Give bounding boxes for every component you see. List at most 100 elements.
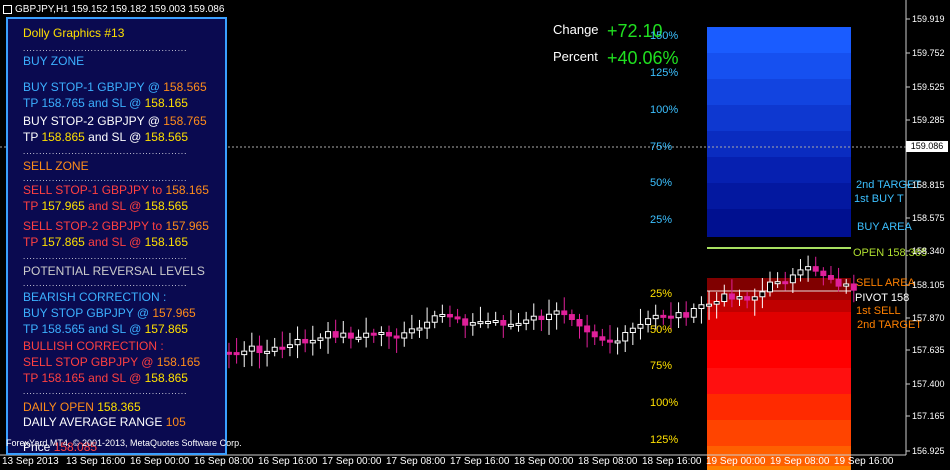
bear-candle: [225, 351, 232, 355]
bull-candle: [485, 320, 492, 324]
panel-separator: ........................................…: [23, 44, 188, 53]
bearish-buy-stop: BUY STOP GBPJPY @ 157.965: [23, 306, 196, 320]
bear-candle: [850, 283, 857, 291]
bear-candle: [606, 339, 613, 343]
chart-header: GBPJPY,H1 159.152 159.182 159.003 159.08…: [3, 4, 224, 15]
bear-candle: [584, 325, 591, 333]
bull-candle: [629, 327, 636, 334]
y-axis-label: 158.575: [912, 213, 945, 223]
x-axis-label: 17 Sep 16:00: [450, 456, 510, 467]
buy-stop-1-tp: TP 158.765 and SL @ 158.165: [23, 96, 188, 110]
bull-candle: [690, 308, 697, 318]
bull-candle: [416, 327, 423, 331]
fib-down-label: 100%: [650, 397, 679, 409]
fib-down-label: 25%: [650, 288, 673, 300]
sell-zone-band: [707, 300, 851, 312]
y-axis-label: 157.165: [912, 411, 945, 421]
x-axis-label: 19 Sep 16:00: [834, 456, 894, 467]
bear-candle: [683, 312, 690, 318]
second-target-label: 2nd TARGET: [856, 179, 922, 191]
change-label: Change: [553, 22, 599, 37]
bear-candle: [233, 352, 240, 356]
bear-candle: [591, 331, 598, 338]
bullish-heading: BULLISH CORRECTION :: [23, 339, 164, 353]
bull-candle: [751, 296, 758, 301]
bull-candle: [340, 332, 347, 338]
bull-candle: [241, 350, 248, 356]
x-axis-label: 19 Sep 08:00: [770, 456, 830, 467]
bear-candle: [568, 314, 575, 320]
bull-candle: [546, 313, 553, 321]
x-axis-label: 16 Sep 00:00: [130, 456, 190, 467]
percent-value: +40.06%: [607, 48, 679, 68]
panel-separator: ........................................…: [23, 252, 188, 261]
bear-candle: [347, 332, 354, 339]
bull-candle: [797, 269, 804, 276]
sell-stop-2: SELL STOP-2 GBPJPY to 157.965: [23, 219, 209, 233]
sell-zone-band: [707, 466, 851, 470]
bear-candle: [744, 296, 751, 301]
x-axis-label: 18 Sep 00:00: [514, 456, 574, 467]
panel-title: Dolly Graphics #13: [23, 26, 125, 40]
bull-candle: [645, 318, 652, 325]
bull-candle: [317, 337, 324, 341]
fib-up-label: 125%: [650, 67, 679, 79]
fib-up-label: 75%: [650, 141, 673, 153]
bear-candle: [599, 336, 606, 341]
bear-candle: [386, 331, 392, 337]
bear-candle: [256, 345, 263, 354]
bull-candle: [805, 266, 812, 271]
buy-area-label: BUY AREA: [857, 221, 912, 233]
bull-candle: [767, 281, 773, 293]
bull-candle: [378, 331, 385, 335]
bear-candle: [835, 278, 842, 287]
bull-candle: [843, 283, 850, 287]
y-axis-label: 157.635: [912, 345, 945, 355]
y-axis-label: 159.285: [912, 115, 945, 125]
bull-candle: [530, 315, 537, 321]
copyright: ForexYard MT4, © 2001-2013, MetaQuotes S…: [6, 438, 242, 448]
bull-candle: [363, 332, 370, 338]
fib-down-label: 125%: [650, 434, 679, 446]
panel-separator: ........................................…: [23, 174, 188, 183]
bull-candle: [424, 321, 431, 329]
buy-zone-band: [707, 105, 851, 131]
daily-average-range: DAILY AVERAGE RANGE 105: [23, 415, 186, 429]
bearish-tp: TP 158.565 and SL @ 157.865: [23, 322, 188, 336]
y-axis-label: 157.870: [912, 313, 945, 323]
bull-candle: [698, 304, 705, 310]
fib-down-label: 50%: [650, 324, 673, 336]
sell-area-label: SELL AREA: [856, 277, 915, 289]
bear-candle: [393, 335, 400, 339]
bull-candle: [652, 314, 659, 320]
y-axis-label: 159.525: [912, 82, 945, 92]
y-axis-label: 156.925: [912, 446, 945, 456]
bull-candle: [523, 319, 530, 324]
bull-candle: [271, 346, 278, 352]
first-sell-label: 1st SELL: [856, 305, 901, 317]
bear-candle: [500, 320, 507, 326]
percent-label: Percent: [553, 49, 598, 64]
bear-candle: [782, 281, 789, 285]
bull-candle: [759, 291, 766, 298]
bear-candle: [728, 293, 735, 300]
bear-candle: [667, 315, 674, 319]
sell-zone-band: [707, 446, 851, 466]
sell-zone-band: [707, 394, 851, 420]
buy-zone-band: [707, 53, 851, 79]
panel-separator: ........................................…: [23, 279, 188, 288]
buy-zone-band: [707, 79, 851, 105]
bear-candle: [332, 331, 339, 338]
y-axis-label: 158.815: [912, 180, 945, 190]
panel-separator: ........................................…: [23, 147, 188, 156]
buy-zone-band: [707, 27, 851, 53]
y-axis-label: 159.919: [912, 14, 945, 24]
bull-candle: [492, 320, 499, 324]
second-target-sell-label: 2nd TARGET: [857, 319, 923, 331]
sell-stop-2-tp: TP 157.865 and SL @ 158.165: [23, 235, 188, 249]
sell-stop-1-tp: TP 157.965 and SL @ 158.565: [23, 199, 188, 213]
x-axis-label: 13 Sep 16:00: [66, 456, 126, 467]
bull-candle: [515, 322, 522, 326]
sell-zone-band: [707, 312, 851, 340]
